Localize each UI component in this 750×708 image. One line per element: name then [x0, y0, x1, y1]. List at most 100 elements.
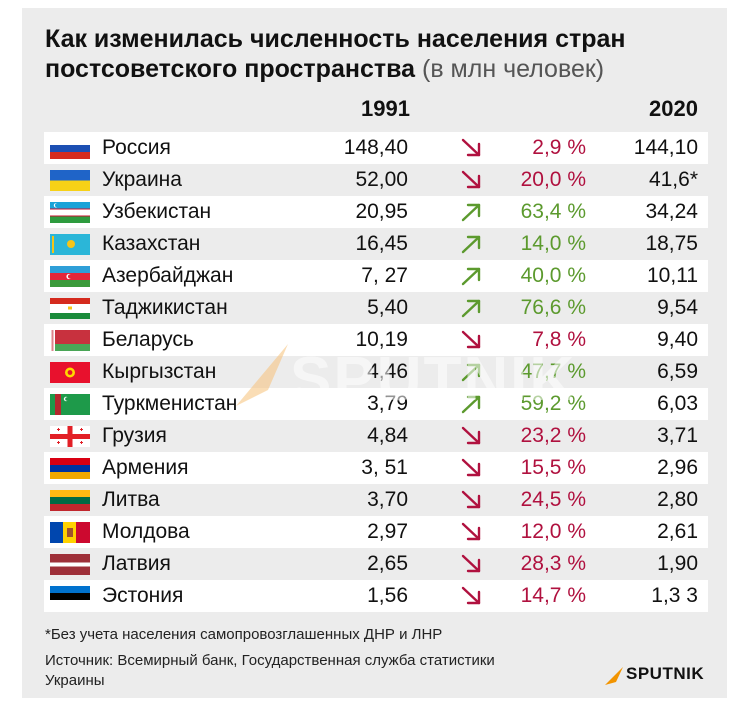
change-percent: 7,8 % — [532, 328, 586, 351]
country-name: Туркменистан — [102, 392, 238, 415]
table-row: Эстония 1,56 14,7 % 1,3 3 — [44, 580, 708, 612]
value-1991: 3, 51 — [361, 456, 408, 479]
latvia-flag-icon — [50, 554, 90, 575]
table-row: Туркменистан 3,79 59,2 % 6,03 — [44, 388, 708, 420]
value-1991: 16,45 — [355, 232, 408, 255]
value-1991: 4,46 — [367, 360, 408, 383]
turkmenistan-flag-icon — [50, 394, 90, 415]
change-percent: 14,7 % — [520, 584, 586, 607]
value-2020: 144,10 — [633, 136, 698, 159]
armenia-flag-icon — [50, 458, 90, 479]
country-name: Таджикистан — [102, 296, 228, 319]
value-1991: 20,95 — [355, 200, 408, 223]
value-1991: 3,79 — [367, 392, 408, 415]
table-row: Беларусь 10,19 7,8 % 9,40 — [44, 324, 708, 356]
change-percent: 24,5 % — [520, 488, 586, 511]
change-percent: 23,2 % — [520, 424, 586, 447]
kyrgyzstan-flag-icon — [50, 362, 90, 383]
value-2020: 1,90 — [657, 552, 698, 575]
table-row: Армения 3, 51 15,5 % 2,96 — [44, 452, 708, 484]
value-1991: 4,84 — [367, 424, 408, 447]
country-name: Узбекистан — [102, 200, 212, 223]
country-name: Россия — [102, 136, 171, 159]
country-name: Украина — [102, 168, 182, 191]
change-percent: 59,2 % — [520, 392, 586, 415]
change-percent: 12,0 % — [520, 520, 586, 543]
table-row: Узбекистан 20,95 63,4 % 34,24 — [44, 196, 708, 228]
country-name: Азербайджан — [102, 264, 234, 287]
country-name: Эстония — [102, 584, 184, 607]
arrow-up-right-icon — [460, 265, 484, 287]
georgia-flag-icon — [50, 426, 90, 447]
belarus-flag-icon — [50, 330, 90, 351]
estonia-flag-icon — [50, 586, 90, 607]
arrow-down-right-icon — [460, 457, 484, 479]
value-1991: 5,40 — [367, 296, 408, 319]
value-2020: 1,3 3 — [651, 584, 698, 607]
source-note: Источник: Всемирный банк, Государственна… — [45, 652, 495, 689]
moldova-flag-icon — [50, 522, 90, 543]
value-1991: 10,19 — [355, 328, 408, 351]
arrow-down-right-icon — [460, 329, 484, 351]
value-2020: 41,6* — [648, 168, 698, 191]
value-1991: 148,40 — [343, 136, 408, 159]
title-main: Как изменилась численность населения стр… — [45, 25, 626, 83]
value-2020: 9,54 — [657, 296, 698, 319]
column-header-2020: 2020 — [649, 96, 698, 121]
change-percent: 40,0 % — [520, 264, 586, 287]
table-row: Россия 148,40 2,9 % 144,10 — [44, 132, 708, 164]
value-1991: 2,65 — [367, 552, 408, 575]
value-2020: 9,40 — [657, 328, 698, 351]
arrow-down-right-icon — [460, 489, 484, 511]
russia-flag-icon — [50, 138, 90, 159]
arrow-down-right-icon — [460, 425, 484, 447]
country-name: Латвия — [102, 552, 171, 575]
arrow-down-right-icon — [460, 137, 484, 159]
arrow-up-right-icon — [460, 201, 484, 223]
country-name: Беларусь — [102, 328, 194, 351]
table-row: Молдова 2,97 12,0 % 2,61 — [44, 516, 708, 548]
column-header-1991: 1991 — [361, 96, 410, 121]
value-2020: 6,03 — [657, 392, 698, 415]
logo-text: SPUTNIK — [626, 664, 705, 683]
change-percent: 28,3 % — [520, 552, 586, 575]
arrow-down-right-icon — [460, 521, 484, 543]
table-row: Азербайджан 7, 27 40,0 % 10,11 — [44, 260, 708, 292]
value-2020: 3,71 — [657, 424, 698, 447]
ukraine-flag-icon — [50, 170, 90, 191]
value-1991: 2,97 — [367, 520, 408, 543]
change-percent: 47,7 % — [520, 360, 586, 383]
value-2020: 2,80 — [657, 488, 698, 511]
value-2020: 10,11 — [647, 264, 698, 287]
arrow-down-right-icon — [460, 169, 484, 191]
country-name: Молдова — [102, 520, 190, 543]
change-percent: 76,6 % — [520, 296, 586, 319]
chart-title: Как изменилась численность населения стр… — [45, 24, 705, 84]
population-table: Россия 148,40 2,9 % 144,10 Украина 52,00 20,0 … — [44, 132, 708, 612]
table-row: Грузия 4,84 23,2 % 3,71 — [44, 420, 708, 452]
arrow-down-right-icon — [460, 585, 484, 607]
country-name: Кыргызстан — [102, 360, 217, 383]
sputnik-logo-icon — [605, 667, 623, 685]
value-2020: 34,24 — [645, 200, 698, 223]
footnote: *Без учета населения самопровозглашенных… — [45, 626, 443, 643]
tajikistan-flag-icon — [50, 298, 90, 319]
arrow-down-right-icon — [460, 553, 484, 575]
value-1991: 3,70 — [367, 488, 408, 511]
arrow-up-right-icon — [460, 233, 484, 255]
country-name: Грузия — [102, 424, 167, 447]
value-2020: 2,61 — [657, 520, 698, 543]
arrow-up-right-icon — [460, 361, 484, 383]
change-percent: 15,5 % — [520, 456, 586, 479]
table-row: Казахстан 16,45 14,0 % 18,75 — [44, 228, 708, 260]
lithuania-flag-icon — [50, 490, 90, 511]
table-row: Таджикистан 5,40 76,6 % 9,54 — [44, 292, 708, 324]
kazakhstan-flag-icon — [50, 234, 90, 255]
table-row: Литва 3,70 24,5 % 2,80 — [44, 484, 708, 516]
azerbaijan-flag-icon — [50, 266, 90, 287]
arrow-up-right-icon — [460, 393, 484, 415]
arrow-up-right-icon — [460, 297, 484, 319]
table-row: Латвия 2,65 28,3 % 1,90 — [44, 548, 708, 580]
country-name: Литва — [102, 488, 160, 511]
value-1991: 52,00 — [355, 168, 408, 191]
